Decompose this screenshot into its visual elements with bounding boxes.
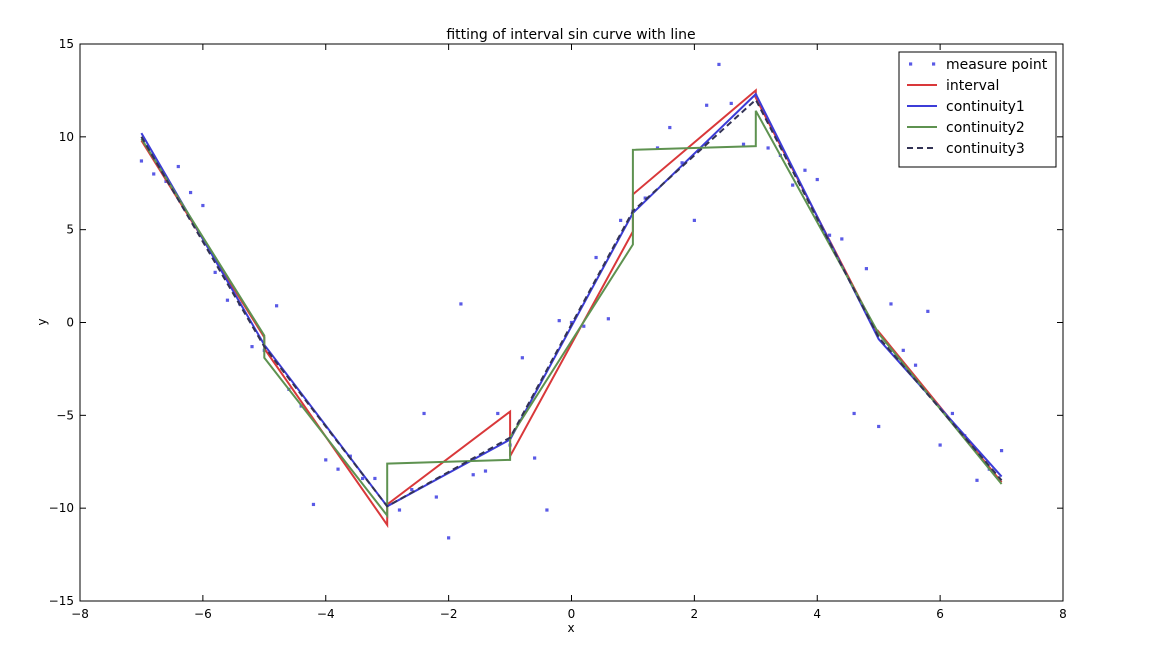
data-point: [311, 502, 316, 507]
x-tick-label: −8: [71, 607, 89, 621]
data-point: [815, 177, 819, 182]
data-point: [213, 270, 217, 274]
data-point: [729, 101, 733, 106]
data-point: [422, 411, 426, 416]
data-point: [717, 62, 721, 67]
legend-item: interval: [907, 78, 999, 94]
data-point: [705, 103, 709, 107]
legend-marker: [932, 62, 936, 66]
axis-ticks: −8 −6 −4 −2 0 2 4 6 8 −15 −10 −5 0 5 10 15: [49, 37, 1067, 621]
x-tick-label: 6: [936, 607, 944, 621]
data-point: [557, 319, 561, 323]
data-point: [139, 159, 144, 163]
data-point: [459, 302, 463, 306]
legend-label: continuity2: [946, 120, 1025, 136]
data-point: [336, 467, 340, 471]
data-point: [655, 146, 660, 150]
data-point: [373, 476, 377, 481]
x-tick-label: −2: [440, 607, 458, 621]
data-point: [913, 363, 918, 367]
legend-item: measure point: [909, 57, 1048, 73]
data-point: [606, 317, 610, 321]
y-tick-label: −10: [49, 501, 74, 515]
data-point: [397, 508, 402, 512]
data-point: [176, 164, 180, 169]
series-measure-point: [139, 62, 1004, 540]
x-tick-label: −4: [317, 607, 335, 621]
data-point: [447, 536, 451, 540]
legend-label: interval: [946, 78, 999, 94]
y-tick-label: −5: [56, 408, 74, 422]
data-point: [643, 196, 647, 200]
data-point: [594, 255, 598, 260]
x-tick-label: 8: [1059, 607, 1067, 621]
legend-item: continuity2: [907, 120, 1025, 136]
x-tick-label: 4: [813, 607, 821, 621]
y-tick-label: 10: [59, 130, 74, 144]
data-point: [545, 508, 549, 512]
legend-label: measure point: [946, 57, 1048, 73]
data-point: [471, 473, 475, 477]
data-point: [361, 476, 365, 481]
data-point: [188, 190, 193, 195]
data-point: [668, 125, 672, 130]
data-point: [201, 203, 205, 208]
data-point: [950, 411, 955, 416]
y-tick-label: 0: [66, 316, 74, 330]
data-point: [520, 356, 524, 360]
legend-label: continuity3: [946, 141, 1025, 157]
legend-marker: [909, 62, 913, 66]
data-point: [275, 304, 279, 308]
data-point: [999, 449, 1004, 453]
data-point: [324, 458, 328, 462]
y-tick-label: 5: [66, 223, 74, 237]
x-axis-label: x: [567, 621, 574, 635]
data-point: [152, 172, 156, 176]
data-point: [225, 298, 230, 302]
data-point: [852, 411, 856, 416]
data-point: [803, 168, 807, 172]
legend-item: continuity1: [907, 99, 1025, 115]
plot-series: [139, 62, 1004, 540]
y-tick-label: 15: [59, 37, 74, 51]
data-point: [692, 218, 696, 222]
data-point: [938, 443, 942, 447]
data-point: [766, 146, 770, 150]
data-point: [926, 309, 930, 313]
data-point: [582, 324, 586, 328]
data-point: [877, 424, 881, 429]
chart-title: fitting of interval sin curve with line: [446, 27, 695, 43]
data-point: [840, 237, 844, 241]
y-axis-label: y: [35, 318, 49, 325]
data-point: [889, 302, 893, 306]
data-point: [496, 411, 500, 416]
y-tick-label: −15: [49, 594, 74, 608]
series-line-continuity3: [140, 98, 1003, 508]
data-point: [533, 456, 537, 460]
data-point: [619, 218, 623, 222]
data-point: [864, 267, 868, 271]
data-point: [901, 348, 905, 352]
data-point: [827, 233, 832, 237]
data-point: [410, 488, 414, 492]
x-tick-label: 0: [568, 607, 576, 621]
legend: measure point interval continuity1 continui…: [898, 51, 1057, 168]
legend-label: continuity1: [946, 99, 1025, 115]
data-point: [680, 161, 684, 165]
data-point: [250, 345, 254, 349]
data-point: [348, 454, 352, 458]
data-point: [483, 469, 488, 473]
x-tick-label: 2: [691, 607, 699, 621]
x-tick-label: −6: [194, 607, 212, 621]
legend-item: continuity3: [907, 141, 1025, 157]
data-point: [791, 183, 795, 187]
data-point: [975, 478, 979, 482]
data-point: [741, 142, 746, 146]
data-point: [434, 495, 438, 499]
legend-box: [898, 51, 1057, 168]
